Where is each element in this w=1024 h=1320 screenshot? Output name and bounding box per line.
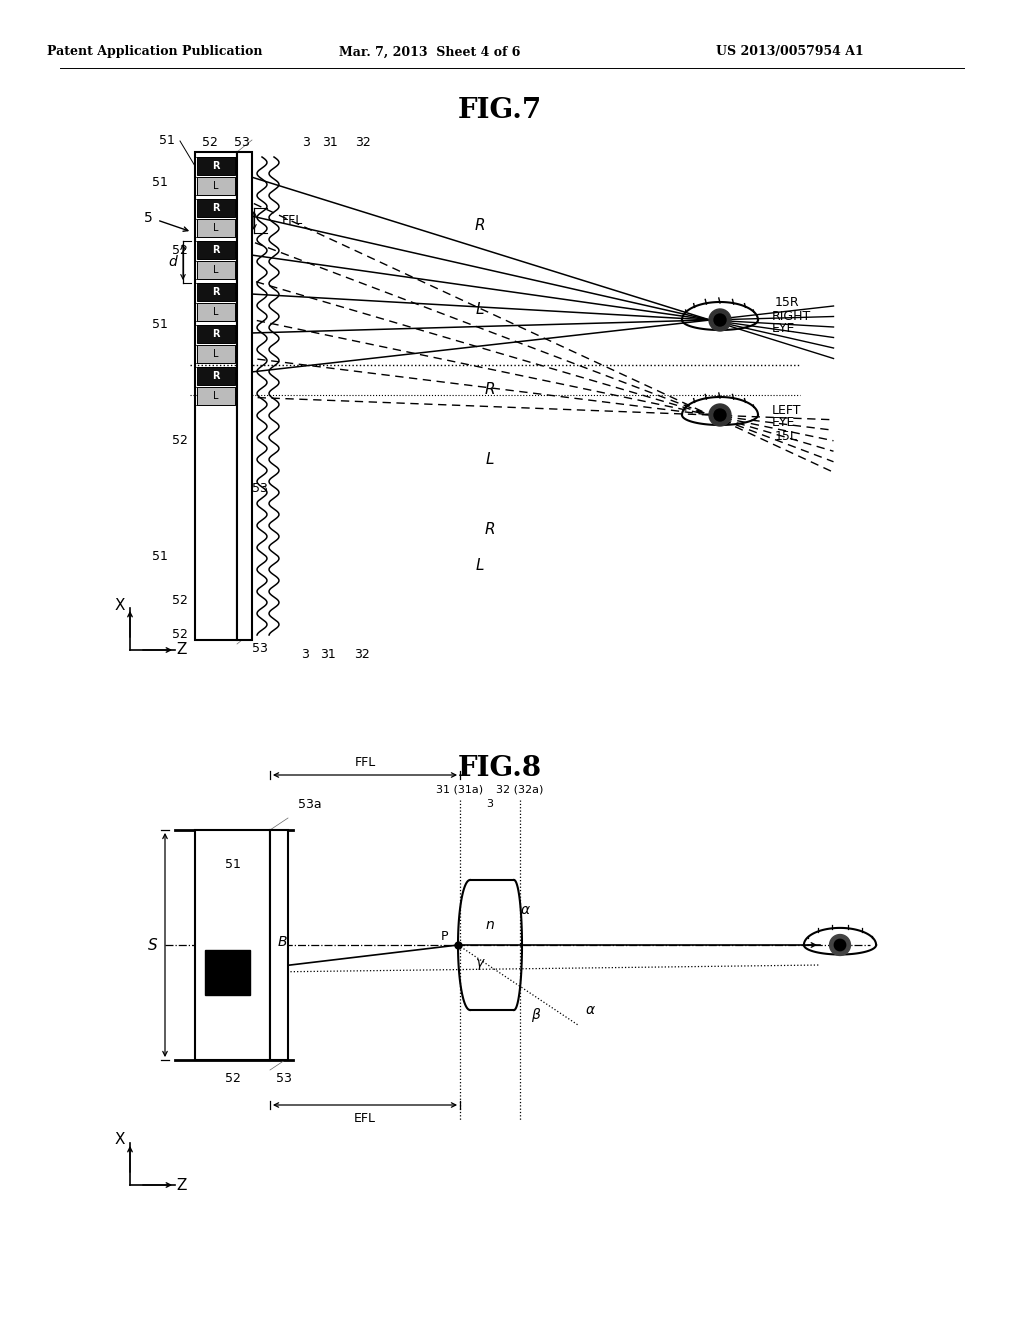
Text: US 2013/0057954 A1: US 2013/0057954 A1 [716, 45, 864, 58]
Bar [197, 199, 234, 216]
Text: n: n [485, 917, 495, 932]
Text: 53a: 53a [298, 799, 322, 812]
Text: 52: 52 [172, 433, 188, 446]
Bar [205, 950, 250, 995]
Text: 53: 53 [276, 1072, 292, 1085]
Bar [197, 304, 234, 321]
Text: R: R [212, 371, 220, 381]
Text: EYE: EYE [772, 416, 796, 429]
Bar [237, 152, 252, 640]
Text: d: d [169, 255, 177, 269]
Text: 52: 52 [172, 628, 188, 642]
Text: B: B [278, 936, 288, 949]
Text: 3: 3 [302, 136, 310, 149]
Text: L: L [213, 348, 219, 359]
Text: L: L [213, 265, 219, 275]
Text: 3: 3 [486, 799, 494, 809]
Text: L: L [476, 557, 484, 573]
Text: FIG.7: FIG.7 [458, 96, 542, 124]
Text: α: α [520, 903, 529, 917]
Text: 52: 52 [172, 594, 188, 606]
Circle shape [709, 309, 731, 331]
Text: 5: 5 [143, 211, 153, 224]
Text: FIG.8: FIG.8 [458, 755, 542, 781]
Text: R: R [484, 523, 496, 537]
Text: 51: 51 [159, 135, 175, 148]
Text: R: R [212, 246, 220, 255]
Bar [197, 387, 234, 405]
Text: 32: 32 [355, 136, 371, 149]
Bar [197, 325, 234, 343]
Text: Mar. 7, 2013  Sheet 4 of 6: Mar. 7, 2013 Sheet 4 of 6 [339, 45, 520, 58]
Text: LEFT: LEFT [772, 404, 802, 417]
Text: 15L: 15L [775, 430, 798, 444]
Text: R: R [212, 286, 220, 297]
Text: L: L [213, 308, 219, 317]
Bar [197, 282, 234, 301]
Text: 32: 32 [354, 648, 370, 661]
Text: 52: 52 [202, 136, 218, 149]
Text: EFL: EFL [354, 1113, 376, 1126]
Bar [195, 830, 270, 1060]
Text: β: β [530, 1008, 540, 1022]
Bar [197, 219, 234, 238]
Text: 51: 51 [152, 176, 168, 189]
Text: Z: Z [177, 643, 187, 657]
Text: 52: 52 [172, 243, 188, 256]
Text: L: L [213, 223, 219, 234]
Bar [197, 367, 234, 385]
Bar [197, 261, 234, 279]
Text: 51: 51 [152, 318, 168, 331]
Text: 53: 53 [252, 642, 268, 655]
Text: 53: 53 [252, 482, 268, 495]
Circle shape [714, 314, 726, 326]
Text: α: α [586, 1003, 595, 1016]
Text: γ: γ [476, 956, 484, 970]
Text: S: S [148, 937, 158, 953]
Text: 51: 51 [152, 550, 168, 564]
Text: 31 (31a): 31 (31a) [436, 785, 483, 795]
Circle shape [709, 404, 731, 426]
Text: R: R [212, 203, 220, 213]
Circle shape [829, 935, 851, 956]
Text: R: R [484, 383, 496, 397]
Text: Patent Application Publication: Patent Application Publication [47, 45, 263, 58]
Bar [197, 242, 234, 259]
Text: 3: 3 [301, 648, 309, 661]
Text: FFL: FFL [354, 756, 376, 770]
Text: P: P [440, 931, 447, 944]
Text: 52: 52 [224, 1072, 241, 1085]
Text: X: X [115, 598, 125, 614]
Text: 31: 31 [321, 648, 336, 661]
Circle shape [835, 940, 846, 950]
Bar [197, 157, 234, 176]
Text: X: X [115, 1131, 125, 1147]
Text: R: R [212, 161, 220, 172]
Text: Z: Z [177, 1177, 187, 1192]
Bar [197, 345, 234, 363]
Text: 51: 51 [224, 858, 241, 871]
Bar [195, 152, 237, 640]
Text: FFL: FFL [282, 214, 303, 227]
Bar [197, 177, 234, 195]
Text: 15R: 15R [775, 296, 800, 309]
Text: R: R [475, 218, 485, 232]
Text: L: L [476, 302, 484, 318]
Bar [270, 830, 288, 1060]
Text: L: L [213, 181, 219, 191]
Text: RIGHT: RIGHT [772, 309, 811, 322]
Text: L: L [485, 453, 495, 467]
Text: 53: 53 [234, 136, 250, 149]
Text: 31: 31 [323, 136, 338, 149]
Text: R: R [212, 329, 220, 339]
Circle shape [714, 409, 726, 421]
Text: EYE: EYE [772, 322, 796, 334]
Text: L: L [213, 391, 219, 401]
Text: 32 (32a): 32 (32a) [497, 785, 544, 795]
